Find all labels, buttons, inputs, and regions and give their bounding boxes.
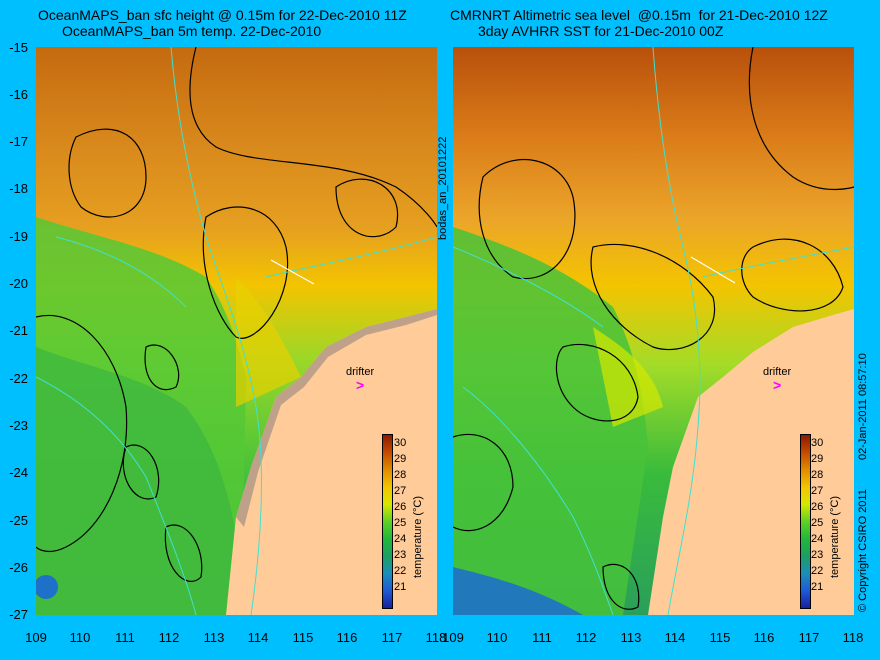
colorbar-tick: 27 (811, 485, 824, 497)
colorbar-title: temperature (°C) (829, 495, 841, 578)
y-tick-label: -16 (9, 87, 28, 102)
colorbar-tick: 22 (394, 565, 407, 577)
copyright-label: © Copyright CSIRO 2011 (857, 489, 869, 612)
right-title-line2: 3day AVHRR SST for 21-Dec-2010 00Z (478, 23, 724, 39)
drifter-label-left: drifter (346, 366, 375, 378)
x-tick-label: 115 (292, 630, 314, 645)
x-tick-label: 116 (336, 630, 358, 645)
colorbar-tick: 26 (811, 501, 824, 513)
y-tick-label: -19 (9, 229, 28, 244)
colorbar-tick: 28 (394, 469, 407, 481)
left-map-graphic (36, 47, 437, 615)
colorbar-tick: 21 (394, 581, 407, 593)
colorbar-title: temperature (°C) (412, 495, 424, 578)
colorbar-tick: 23 (394, 549, 407, 561)
y-tick-label: -25 (9, 513, 28, 528)
x-tick-label: 112 (158, 630, 180, 645)
colorbar-tick: 22 (811, 565, 824, 577)
y-tick-label: -17 (9, 134, 28, 149)
timestamp-label: 02-Jan-2011 08:57:10 (857, 353, 869, 460)
x-tick-label: 118 (842, 630, 864, 645)
x-tick-label: 110 (69, 630, 91, 645)
x-tick-label: 111 (115, 630, 135, 645)
y-tick-label: -18 (9, 181, 28, 196)
x-tick-label: 113 (620, 630, 642, 645)
colorbar-tick: 30 (811, 437, 824, 449)
x-tick-label: 114 (664, 630, 686, 645)
colorbar-tick: 25 (811, 517, 824, 529)
right-title-line1: CMRNRT Altimetric sea level @0.15m for 2… (450, 7, 828, 23)
y-tick-label: -15 (9, 40, 28, 55)
colorbar-tick: 24 (394, 533, 407, 545)
y-tick-label: -22 (9, 371, 28, 386)
x-tick-label: 118 (425, 630, 447, 645)
x-tick-label: 112 (575, 630, 597, 645)
drifter-label-right: drifter (763, 366, 792, 378)
x-tick-label: 117 (798, 630, 820, 645)
colorbar-tick: 25 (394, 517, 407, 529)
left-title-line1: OceanMAPS_ban sfc height @ 0.15m for 22-… (38, 7, 407, 23)
colorbar-right (800, 434, 811, 609)
left-map-panel (36, 47, 437, 615)
colorbar-tick: 29 (811, 453, 824, 465)
colorbar-tick: 27 (394, 485, 407, 497)
colorbar-tick: 26 (394, 501, 407, 513)
x-tick-label: 114 (247, 630, 269, 645)
y-tick-label: -23 (9, 418, 28, 433)
y-tick-label: -26 (9, 560, 28, 575)
drifter-marker-left: > (356, 377, 365, 393)
drifter-marker-right: > (773, 377, 782, 393)
colorbar-tick: 28 (811, 469, 824, 481)
y-tick-label: -24 (9, 465, 28, 480)
colorbar-left (382, 434, 393, 609)
y-tick-label: -27 (9, 607, 28, 622)
x-tick-label: 117 (381, 630, 403, 645)
right-map-graphic (453, 47, 854, 615)
right-map-panel (453, 47, 854, 615)
colorbar-tick: 30 (394, 437, 407, 449)
x-tick-label: 116 (753, 630, 775, 645)
colorbar-tick: 24 (811, 533, 824, 545)
left-title-line2: OceanMAPS_ban 5m temp. 22-Dec-2010 (62, 23, 322, 39)
x-tick-label: 109 (25, 630, 47, 645)
x-tick-label: 115 (709, 630, 731, 645)
x-tick-label: 109 (442, 630, 464, 645)
x-tick-label: 110 (486, 630, 508, 645)
colorbar-tick: 29 (394, 453, 407, 465)
y-tick-label: -21 (9, 323, 28, 338)
x-tick-label: 111 (532, 630, 552, 645)
y-tick-label: -20 (9, 276, 28, 291)
colorbar-tick: 23 (811, 549, 824, 561)
colorbar-tick: 21 (811, 581, 824, 593)
x-tick-label: 113 (203, 630, 225, 645)
model-run-label: bodas_an_20101222 (437, 136, 449, 240)
